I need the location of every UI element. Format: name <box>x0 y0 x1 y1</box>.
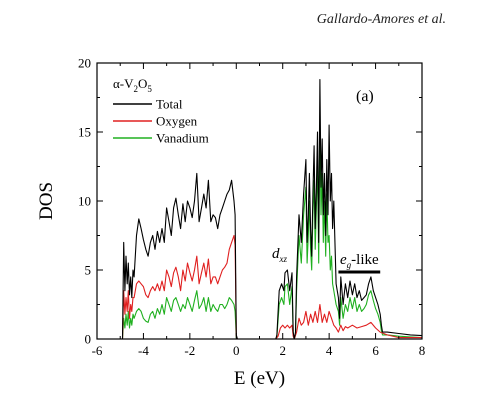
x-tick-label: 2 <box>279 343 286 358</box>
annotation-dxz: dxz <box>272 246 287 264</box>
legend-title-mid: O <box>138 76 147 91</box>
y-tick-label: 0 <box>85 332 92 347</box>
x-tick-label: -6 <box>92 343 103 358</box>
panel-label: (a) <box>356 88 374 105</box>
legend-label-oxygen: Oxygen <box>156 114 198 129</box>
y-axis-title: DOS <box>36 182 57 220</box>
series-line-total <box>97 79 423 340</box>
tick-labels: -6 -4 -2 0 2 4 6 8 0 5 10 15 20 <box>78 56 425 359</box>
legend-title: α-V2O5 <box>113 76 152 94</box>
legend-label-total: Total <box>156 97 183 112</box>
legend-label-vanadium: Vanadium <box>156 131 209 146</box>
x-tick-label: 4 <box>326 343 333 358</box>
x-tick-label: 0 <box>233 343 240 358</box>
series-line-oxygen <box>97 234 422 340</box>
y-tick-label: 15 <box>78 125 91 140</box>
x-axis-title: E (eV) <box>234 368 285 389</box>
x-tick-label: -2 <box>184 343 195 358</box>
legend: α-V2O5 Total Oxygen Vanadium <box>113 76 209 146</box>
y-tick-label: 20 <box>78 56 91 71</box>
x-tick-label: -4 <box>138 343 149 358</box>
x-tick-label: 8 <box>419 343 426 358</box>
series-line-vanadium <box>97 124 423 340</box>
annotation-eg-like: eg-like <box>340 252 379 270</box>
x-tick-label: 6 <box>372 343 379 358</box>
legend-title-sub2: 5 <box>147 84 152 94</box>
annotation-eg-sub: g <box>347 260 352 270</box>
annotation-eg-base: e <box>340 252 347 268</box>
legend-title-prefix: α-V <box>113 76 134 91</box>
annotation-dxz-base: d <box>272 246 280 262</box>
series-group <box>97 79 423 340</box>
annotation-dxz-sub: xz <box>279 254 288 264</box>
legend-items: Total Oxygen Vanadium <box>113 97 209 146</box>
legend-title-sub1: 2 <box>134 84 139 94</box>
y-tick-label: 10 <box>78 194 91 209</box>
author-header: Gallardo-Amores et al. <box>316 12 446 27</box>
axis-ticks <box>96 62 423 340</box>
y-tick-label: 5 <box>85 263 92 278</box>
annotation-eg-suffix: -like <box>351 252 379 268</box>
